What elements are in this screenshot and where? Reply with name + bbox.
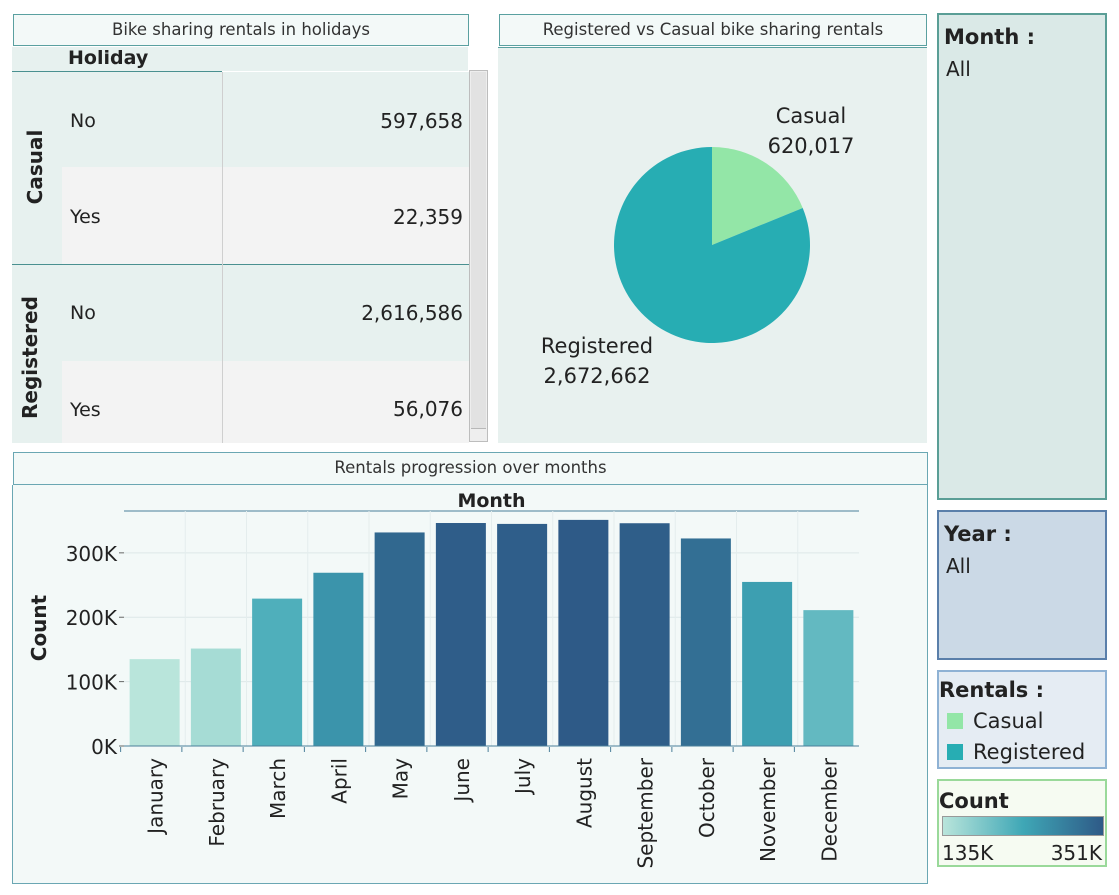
crosstab-scrollbar[interactable] <box>469 70 488 442</box>
y-axis-label: Count <box>27 594 51 661</box>
pie-label-registered-name: Registered <box>540 334 654 358</box>
scrollbar-thumb[interactable] <box>471 72 486 429</box>
bar-may[interactable] <box>374 532 425 746</box>
x-tick-label: June <box>450 758 474 804</box>
month-filter[interactable]: Month : All <box>937 13 1107 500</box>
count-color-ramp <box>942 816 1104 836</box>
x-tick-label: January <box>144 758 168 836</box>
x-tick-label: August <box>572 758 596 828</box>
bar-chart-title: Rentals progression over months <box>13 452 928 485</box>
bar-column-header: Month <box>457 490 525 512</box>
pie-label-casual: Casual 620,017 <box>753 101 869 161</box>
pie-title-underline <box>498 47 927 48</box>
pie-label-casual-value: 620,017 <box>767 134 855 158</box>
x-tick-label: April <box>327 758 351 804</box>
legend-swatch-casual <box>947 713 963 729</box>
row-label: Yes <box>70 206 101 228</box>
x-tick-label: February <box>205 758 229 847</box>
x-tick-label: March <box>266 758 290 819</box>
bar-march[interactable] <box>252 598 303 746</box>
group-casual-band <box>12 167 62 264</box>
bar-november[interactable] <box>742 581 793 746</box>
x-tick-label: October <box>695 757 719 838</box>
bar-april[interactable] <box>313 572 364 746</box>
column-divider <box>222 72 223 443</box>
cell-value: 22,359 <box>393 205 463 229</box>
cell-value: 56,076 <box>393 397 463 421</box>
holiday-crosstab: Holiday Casual No 597,658 Yes 22,359 Reg… <box>12 47 488 443</box>
bar-june[interactable] <box>435 523 486 746</box>
pie-label-registered-value: 2,672,662 <box>543 364 651 388</box>
pie-slice-registered[interactable] <box>614 147 810 343</box>
legend-label-casual: Casual <box>973 709 1044 733</box>
group-label-casual: Casual <box>23 129 47 205</box>
pie-chart-panel: Casual 620,017 Registered 2,672,662 <box>498 48 927 443</box>
row-label: Yes <box>70 399 101 421</box>
row-registered-yes-band <box>62 361 469 443</box>
x-tick-label: December <box>817 757 841 861</box>
year-filter-title: Year : <box>944 522 1012 546</box>
y-tick-label: 200K <box>66 606 118 630</box>
year-filter-value[interactable]: All <box>946 554 971 578</box>
row-registered-no-band <box>12 265 469 361</box>
cell-value: 597,658 <box>380 109 463 133</box>
pie-label-casual-name: Casual <box>775 104 847 128</box>
count-legend-title: Count <box>939 789 1009 813</box>
bar-august[interactable] <box>558 519 609 746</box>
rentals-legend-title: Rentals : <box>939 678 1044 702</box>
group-label-registered: Registered <box>18 296 42 419</box>
bar-january[interactable] <box>129 659 180 746</box>
group-registered-band <box>12 361 62 443</box>
x-tick-label: May <box>389 758 413 800</box>
count-legend-min: 135K <box>942 841 994 865</box>
legend-item-registered[interactable]: Registered <box>947 740 1085 764</box>
bar-july[interactable] <box>497 523 548 746</box>
bar-september[interactable] <box>619 523 670 746</box>
x-tick-label: July <box>511 758 535 796</box>
row-label: No <box>70 110 96 132</box>
bar-chart: Month 0K 100K 200K 300K Count January February M… <box>27 490 859 869</box>
pie-chart <box>614 147 810 343</box>
x-tick-label: November <box>756 757 780 862</box>
crosstab-header-bar <box>12 47 468 71</box>
year-filter[interactable]: Year : All <box>937 510 1107 660</box>
bar-october[interactable] <box>680 538 731 746</box>
month-filter-title: Month : <box>944 25 1035 49</box>
rentals-legend: Rentals : Casual Registered <box>937 670 1107 769</box>
pie-label-registered: Registered 2,672,662 <box>534 331 660 391</box>
month-filter-value[interactable]: All <box>946 57 971 81</box>
holiday-table-title: Bike sharing rentals in holidays <box>13 14 469 46</box>
legend-swatch-registered <box>947 744 963 760</box>
holiday-column-header: Holiday <box>68 47 149 69</box>
legend-label-registered: Registered <box>973 740 1086 764</box>
y-tick-label: 300K <box>66 542 118 566</box>
row-casual-yes-band <box>62 167 469 264</box>
pie-title: Registered vs Casual bike sharing rental… <box>499 14 927 46</box>
bar-february[interactable] <box>190 648 241 746</box>
row-label: No <box>70 302 96 324</box>
bar-chart-panel: Month 0K 100K 200K 300K Count January February M… <box>12 485 928 884</box>
bar-december[interactable] <box>803 610 854 746</box>
header-divider <box>12 71 222 72</box>
x-tick-label: September <box>634 757 658 868</box>
group-divider <box>12 264 469 265</box>
row-casual-no-band <box>12 72 469 167</box>
cell-value: 2,616,586 <box>361 301 463 325</box>
count-legend-max: 351K <box>1050 841 1102 865</box>
y-tick-label: 100K <box>66 671 118 695</box>
pie-slice-casual[interactable] <box>712 147 803 245</box>
y-tick-label: 0K <box>91 735 118 759</box>
legend-item-casual[interactable]: Casual <box>947 709 1044 733</box>
count-legend: Count 135K 351K <box>937 779 1107 867</box>
